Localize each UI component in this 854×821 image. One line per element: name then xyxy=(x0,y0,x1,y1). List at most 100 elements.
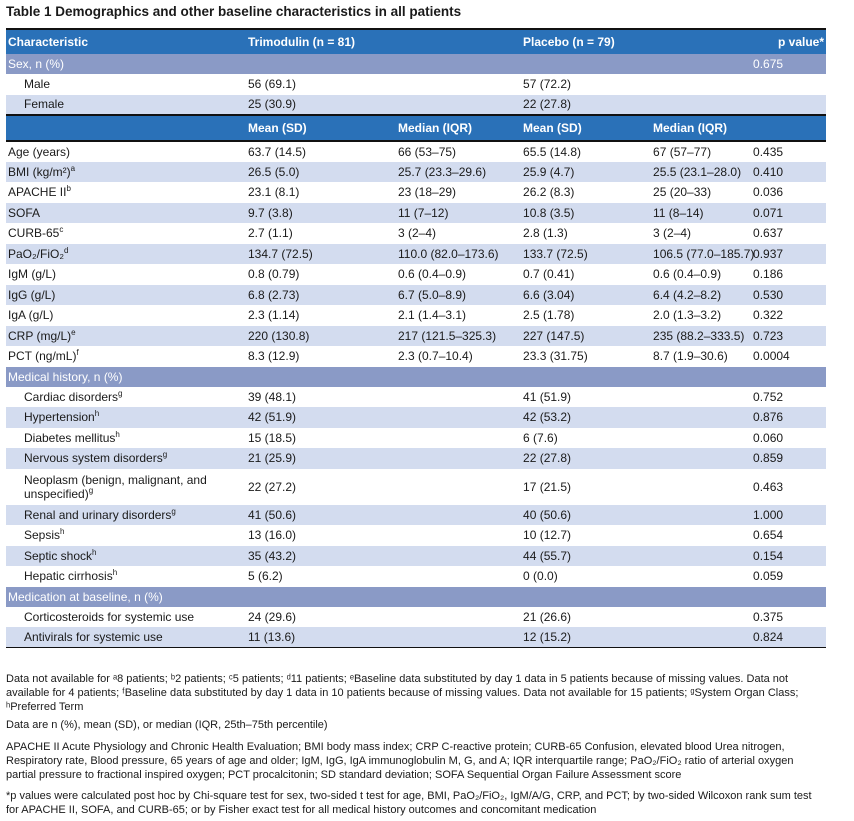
placebo-value: 40 (50.6) xyxy=(521,504,752,525)
baseline-table: Characteristic Trimodulin (n = 81) Place… xyxy=(6,28,827,648)
footnote-marker: h xyxy=(94,409,100,419)
pvalue: 0.876 xyxy=(751,407,827,428)
footnote-marker: a xyxy=(70,163,76,173)
pvalue: 0.654 xyxy=(753,528,784,543)
trimodulin-median: 217 (121.5–325.3) xyxy=(396,325,522,346)
trimodulin-value: 11 (13.6) xyxy=(246,627,522,648)
placebo-median: 235 (88.2–333.5) xyxy=(651,325,752,346)
row-label: SOFA xyxy=(6,202,246,223)
placebo-median: 25.5 (23.1–28.0) xyxy=(651,161,752,182)
placebo-value: 41 (51.9) xyxy=(523,389,572,404)
footnote-marker: h xyxy=(115,429,120,439)
placebo-value: 6 (7.6) xyxy=(523,430,558,445)
footnote-marker: g xyxy=(118,388,123,398)
row-label: Hypertensionh xyxy=(6,407,246,428)
row-label: Renal and urinary disordersg xyxy=(6,504,246,525)
trimodulin-value: 15 (18.5) xyxy=(248,430,297,445)
row-label: Antivirals for systemic use xyxy=(6,627,246,648)
trimodulin-value: 13 (16.0) xyxy=(248,528,297,543)
header-pvalue: p value* xyxy=(751,28,827,54)
pvalue: 0.463 xyxy=(753,479,784,494)
footnote-marker: d xyxy=(64,245,69,255)
footnote-marker: g xyxy=(88,485,94,495)
placebo-median: 25 (20–33) xyxy=(653,185,712,200)
row-label-text: IgM (g/L) xyxy=(8,267,57,282)
subheader-placebo-mean: Mean (SD) xyxy=(521,114,652,142)
pvalue: 0.060 xyxy=(753,430,784,445)
row-label: Diabetes mellitush xyxy=(6,428,246,449)
pvalue: 0.059 xyxy=(753,569,784,584)
pvalue: 0.036 xyxy=(753,185,784,200)
placebo-median: 2.0 (1.3–3.2) xyxy=(653,308,722,323)
footnote-availability: Data not available for ᵃ8 patients; ᵇ2 p… xyxy=(6,673,799,713)
table-row: APACHE IIb 23.1 (8.1) 23 (18–29) 26.2 (8.3)… xyxy=(6,182,826,203)
sex-pvalue: 0.675 xyxy=(751,54,827,74)
trimodulin-mean: 134.7 (72.5) xyxy=(246,243,396,264)
row-label: IgA (g/L) xyxy=(6,305,246,326)
trimodulin-mean: 6.8 (2.73) xyxy=(246,284,396,305)
placebo-value: 22 (27.8) xyxy=(521,448,752,469)
row-label: Hepatic cirrhosish xyxy=(6,566,246,587)
trimodulin-value: 42 (51.9) xyxy=(246,407,522,428)
table-row: Sepsish 13 (16.0) 10 (12.7) 0.654 xyxy=(6,525,826,546)
row-label: Male xyxy=(6,74,246,95)
table-row: Nervous system disordersg 21 (25.9) 22 (27… xyxy=(6,448,827,469)
section-label: Medication at baseline, n (%) xyxy=(6,586,827,607)
placebo-value: 57 (72.2) xyxy=(523,77,572,92)
section-label: Medical history, n (%) xyxy=(6,366,827,387)
subheader-blank xyxy=(6,114,246,142)
footnote-pvalues: *p values were calculated post hoc by Ch… xyxy=(6,790,812,816)
pvalue: 0.186 xyxy=(753,267,784,282)
table-row: Age (years) 63.7 (14.5) 66 (53–75) 65.5 (14… xyxy=(6,141,826,162)
subheader-trimodulin-mean: Mean (SD) xyxy=(246,114,396,142)
footnote-marker: e xyxy=(71,327,76,337)
trimodulin-median: 66 (53–75) xyxy=(398,144,457,159)
row-label: CURB-65c xyxy=(6,223,246,244)
placebo-median: 6.4 (4.2–8.2) xyxy=(651,284,752,305)
row-label-text: CURB-65 xyxy=(8,226,60,241)
placebo-value: 21 (26.6) xyxy=(523,609,572,624)
placebo-median: 0.6 (0.4–0.9) xyxy=(653,267,722,282)
row-label: IgM (g/L) xyxy=(6,264,246,285)
placebo-value: 0 (0.0) xyxy=(523,569,558,584)
table-row: Male 56 (69.1) 57 (72.2) xyxy=(6,74,826,95)
trimodulin-mean: 2.7 (1.1) xyxy=(248,226,293,241)
row-label: Age (years) xyxy=(6,141,246,162)
footnote-marker: c xyxy=(59,225,64,235)
placebo-value: 17 (21.5) xyxy=(523,479,572,494)
trimodulin-mean: 63.7 (14.5) xyxy=(248,144,307,159)
row-label-text: Antivirals for systemic use xyxy=(24,630,163,644)
trimodulin-median: 2.1 (1.4–3.1) xyxy=(398,308,467,323)
placebo-mean: 0.7 (0.41) xyxy=(523,267,575,282)
trimodulin-mean: 2.3 (1.14) xyxy=(248,308,300,323)
row-label: Corticosteroids for systemic use xyxy=(6,607,246,628)
pvalue: 0.723 xyxy=(751,325,827,346)
footnote-marker: g xyxy=(162,450,168,460)
row-label-text: Hepatic cirrhosis xyxy=(24,569,113,584)
pvalue: 0.375 xyxy=(753,609,784,624)
row-label-text: Neoplasm (benign, malignant, and unspeci… xyxy=(24,472,207,501)
placebo-mean: 25.9 (4.7) xyxy=(521,161,652,182)
pvalue: 0.530 xyxy=(751,284,827,305)
trimodulin-mean: 0.8 (0.79) xyxy=(248,267,300,282)
row-label-text: Nervous system disorders xyxy=(24,451,163,466)
footnote-marker: h xyxy=(92,547,97,557)
trimodulin-value: 39 (48.1) xyxy=(248,389,297,404)
pvalue: 0.435 xyxy=(753,144,784,159)
placebo-median: 67 (57–77) xyxy=(653,144,712,159)
subheader-placebo-median: Median (IQR) xyxy=(651,114,752,142)
placebo-mean: 10.8 (3.5) xyxy=(521,202,652,223)
row-label: CRP (mg/L)e xyxy=(6,325,246,346)
section-sex: Sex, n (%) 0.675 xyxy=(6,54,827,74)
row-label-text: Male xyxy=(24,77,51,92)
placebo-mean: 2.8 (1.3) xyxy=(523,226,568,241)
table-row: PaO₂/FiO₂d 134.7 (72.5) 110.0 (82.0–173.6)… xyxy=(6,243,827,264)
row-label-text: Diabetes mellitus xyxy=(24,430,116,445)
row-label: IgG (g/L) xyxy=(6,284,246,305)
trimodulin-mean: 26.5 (5.0) xyxy=(246,161,396,182)
trimodulin-median: 6.7 (5.0–8.9) xyxy=(396,284,522,305)
pvalue: 0.752 xyxy=(753,389,784,404)
trimodulin-median: 110.0 (82.0–173.6) xyxy=(396,243,522,264)
placebo-mean: 227 (147.5) xyxy=(521,325,652,346)
